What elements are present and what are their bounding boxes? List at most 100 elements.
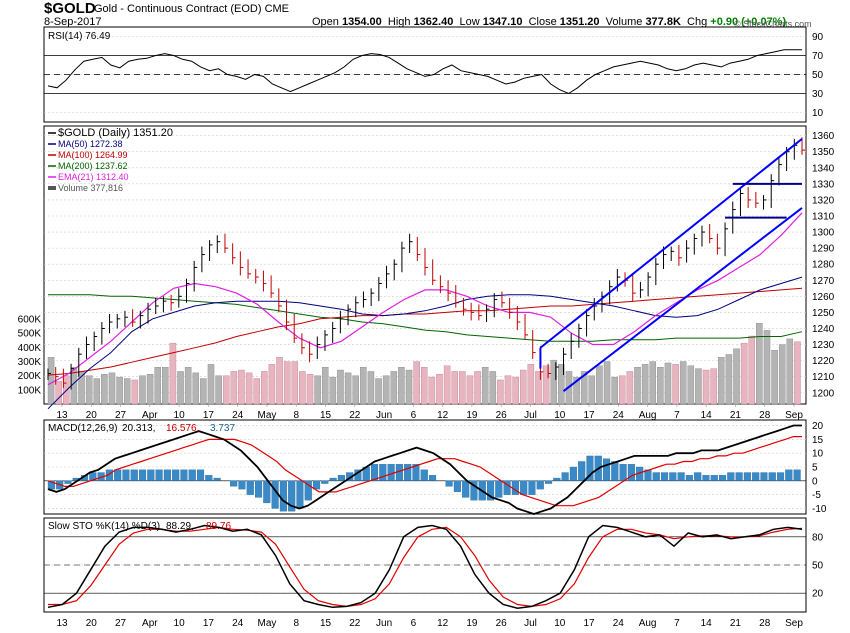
price-x-axis-label: Aug xyxy=(639,410,657,421)
high-value: 1362.40 xyxy=(413,16,454,28)
volume-bar xyxy=(664,362,672,405)
volume-bar xyxy=(420,367,428,405)
close-value: 1351.20 xyxy=(559,16,600,28)
volume-bar xyxy=(558,364,565,405)
chart-symbol: $GOLD xyxy=(44,0,96,17)
volume-bar xyxy=(535,371,542,405)
exchange: CME xyxy=(264,3,290,15)
price-x-axis-label: 17 xyxy=(583,410,595,421)
macd-histogram-bar xyxy=(304,480,312,501)
macd-histogram-bar xyxy=(486,480,495,501)
macd-histogram-bar xyxy=(511,480,519,495)
volume-bar xyxy=(360,367,367,405)
volume-bar xyxy=(695,368,702,405)
macd-histogram-bar xyxy=(404,464,412,481)
macd-histogram-bar xyxy=(685,475,693,481)
macd-histogram-bar xyxy=(710,475,718,481)
volume-bar xyxy=(352,375,359,405)
macd-histogram-bar xyxy=(735,472,743,481)
macd-histogram-bar xyxy=(205,475,213,481)
volume-bar xyxy=(611,376,618,405)
volume-bar xyxy=(268,364,276,405)
sto-x-axis-label: Jul xyxy=(524,618,537,629)
volume-bar xyxy=(382,375,390,405)
volume-bar xyxy=(413,361,420,405)
price-axis-tick-label: 1290 xyxy=(812,244,835,255)
volume-bar xyxy=(123,378,131,405)
price-x-axis-label: 28 xyxy=(759,410,771,421)
macd-legend-macd-value: 20.313, xyxy=(122,423,155,434)
price-legend-entry: MA(100) 1264.99 xyxy=(58,150,128,160)
macd-histogram-bar xyxy=(288,480,296,512)
macd-histogram-bar xyxy=(752,472,760,481)
macd-histogram-bar xyxy=(470,480,478,501)
volume-bar xyxy=(314,375,321,405)
macd-line xyxy=(47,424,802,515)
volume-bar xyxy=(139,375,146,405)
macd-legend-hist-value: 3.737 xyxy=(210,423,235,434)
volume-tick-label: 300K xyxy=(18,357,42,368)
macd-histogram-bar xyxy=(196,469,205,481)
macd-histogram-bar xyxy=(445,480,453,487)
macd-histogram-bar xyxy=(188,469,196,481)
volume-bar xyxy=(276,357,283,405)
price-x-axis-label: 21 xyxy=(730,410,742,421)
volume-bar xyxy=(542,365,550,405)
stockcharts-credit: © StockCharts.com xyxy=(734,19,812,29)
sto-x-axis-label: 19 xyxy=(466,618,478,629)
price-x-axis-label: 26 xyxy=(496,410,508,421)
price-x-axis-label: 12 xyxy=(437,410,449,421)
volume-bar xyxy=(47,357,55,405)
volume-bar xyxy=(428,376,436,405)
macd-histogram-bar xyxy=(602,458,611,481)
macd-histogram-bar xyxy=(163,469,171,481)
volume-bar xyxy=(184,367,192,405)
sto-axis-tick-label: 80 xyxy=(812,532,824,543)
price-x-axis-label: 27 xyxy=(115,410,127,421)
macd-histogram-bar xyxy=(627,464,635,481)
ma100-line xyxy=(47,287,803,376)
volume-bar xyxy=(794,341,801,405)
rsi-axis-tick-label: 90 xyxy=(812,32,824,43)
price-x-axis-label: 24 xyxy=(232,410,244,421)
macd-histogram-bar xyxy=(263,480,271,504)
volume-bar xyxy=(390,371,398,405)
ma50-line xyxy=(47,276,803,410)
macd-histogram-bar xyxy=(694,472,702,481)
volume-bar xyxy=(337,369,344,405)
price-axis-tick-label: 1340 xyxy=(812,163,835,174)
volume-bar xyxy=(177,371,184,405)
volume-label: Volume xyxy=(605,16,643,28)
volume-bar xyxy=(580,371,588,405)
macd-histogram-bar xyxy=(520,480,528,495)
sto-x-axis-label: May xyxy=(258,618,277,629)
macd-histogram-bar xyxy=(130,469,138,481)
price-x-axis-label: Apr xyxy=(142,410,158,421)
macd-legend-name: MACD(12,26,9) xyxy=(48,423,117,434)
macd-histogram-bar xyxy=(768,472,776,481)
macd-histogram-bar xyxy=(279,480,287,512)
macd-histogram-bar xyxy=(254,480,263,498)
macd-histogram-bar xyxy=(370,464,379,481)
volume-tick-label: 400K xyxy=(18,343,42,354)
price-x-axis-label: 13 xyxy=(56,410,68,421)
price-x-axis-label: 6 xyxy=(411,410,417,421)
volume-bar xyxy=(207,364,215,405)
sto-x-axis-label: 12 xyxy=(437,618,449,629)
macd-histogram-bar xyxy=(412,464,420,481)
macd-histogram-bar xyxy=(114,469,122,481)
macd-signal-line xyxy=(47,436,802,507)
price-x-axis-label: 22 xyxy=(349,410,361,421)
sto-k-line xyxy=(47,524,803,609)
volume-bar xyxy=(573,376,580,405)
volume-tick-label: 100K xyxy=(18,385,42,396)
rsi-line xyxy=(47,49,802,95)
volume-bar xyxy=(116,376,123,405)
macd-axis-tick-label: 20 xyxy=(812,421,824,432)
volume-bar xyxy=(245,372,253,405)
volume-bar xyxy=(466,375,474,405)
volume-bar xyxy=(512,376,519,405)
price-legend-entry: MA(200) 1237.62 xyxy=(58,161,128,171)
macd-axis-tick-label: 5 xyxy=(812,463,818,474)
close-label: Close xyxy=(528,16,557,28)
